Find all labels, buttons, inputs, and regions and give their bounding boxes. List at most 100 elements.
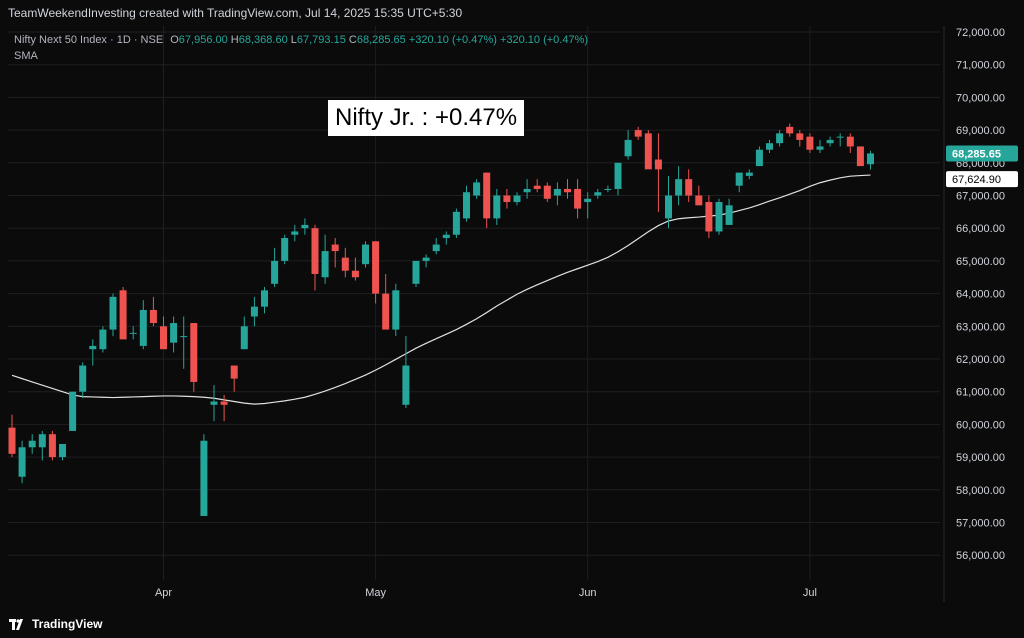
candle-body[interactable] <box>634 130 642 137</box>
candle-body[interactable] <box>230 365 238 379</box>
candle-body[interactable] <box>422 257 430 261</box>
candle-body[interactable] <box>836 136 844 138</box>
candle-body[interactable] <box>442 234 450 239</box>
y-tick-label: 64,000.00 <box>956 289 1005 301</box>
candle-body[interactable] <box>362 244 369 265</box>
candle-body[interactable] <box>8 427 16 454</box>
candle-body[interactable] <box>483 172 491 219</box>
candle-body[interactable] <box>190 323 198 382</box>
candle-body[interactable] <box>351 270 359 278</box>
candle-body[interactable] <box>745 172 753 176</box>
candle-body[interactable] <box>261 290 268 307</box>
candle-body[interactable] <box>513 195 521 203</box>
candle-body[interactable] <box>806 136 814 150</box>
candle-body[interactable] <box>210 401 218 405</box>
candle-body[interactable] <box>533 185 541 189</box>
candle-body[interactable] <box>614 162 622 189</box>
x-tick-label: Jul <box>803 587 817 599</box>
candle-body[interactable] <box>59 444 66 458</box>
candle-body[interactable] <box>654 159 662 170</box>
candle-body[interactable] <box>553 188 561 196</box>
candle-body[interactable] <box>604 188 612 190</box>
candle-body[interactable] <box>705 202 713 232</box>
candle-body[interactable] <box>119 290 127 340</box>
candle-body[interactable] <box>48 434 56 458</box>
candle-body[interactable] <box>826 139 834 144</box>
last-price-label: 68,285.65 <box>952 148 1001 160</box>
candle-body[interactable] <box>675 179 683 196</box>
candle-body[interactable] <box>79 365 87 392</box>
candle-body[interactable] <box>452 211 460 235</box>
candle-body[interactable] <box>695 195 703 206</box>
sma-price-badge <box>946 171 1018 188</box>
candle-body[interactable] <box>766 143 773 150</box>
candle-body[interactable] <box>786 126 794 134</box>
candle-body[interactable] <box>644 133 652 170</box>
candle-body[interactable] <box>250 306 258 317</box>
candle-body[interactable] <box>856 146 864 167</box>
candle-body[interactable] <box>463 192 470 219</box>
candle-body[interactable] <box>584 198 592 203</box>
candle-body[interactable] <box>685 179 693 196</box>
candle-body[interactable] <box>28 440 36 448</box>
sma-indicator-label[interactable]: SMA <box>14 50 38 62</box>
candle-body[interactable] <box>89 345 97 350</box>
candle-body[interactable] <box>796 133 804 140</box>
candle-body[interactable] <box>281 238 289 261</box>
candle-body[interactable] <box>816 146 824 150</box>
tradingview-logo[interactable]: TradingView <box>9 617 102 631</box>
candle-body[interactable] <box>139 309 147 346</box>
candle-body[interactable] <box>321 251 329 278</box>
candle-body[interactable] <box>240 326 248 350</box>
candle-body[interactable] <box>341 257 349 271</box>
candle-body[interactable] <box>543 185 551 199</box>
candle-body[interactable] <box>301 224 309 229</box>
candle-body[interactable] <box>594 192 602 196</box>
candlestick-chart[interactable]: 56,000.00 57,000.00 58,000.00 59,000.00 60,0… <box>0 26 1024 610</box>
candle-body[interactable] <box>291 231 299 235</box>
candle-body[interactable] <box>311 228 319 274</box>
candle-body[interactable] <box>715 202 723 232</box>
candle-body[interactable] <box>372 241 380 294</box>
candle-body[interactable] <box>69 391 77 431</box>
candle-body[interactable] <box>200 440 208 516</box>
candle-body[interactable] <box>402 365 410 405</box>
candle-body[interactable] <box>493 195 501 219</box>
candle-body[interactable] <box>412 260 420 284</box>
candle-body[interactable] <box>18 447 26 477</box>
chart-annotation[interactable]: Nifty Jr. : +0.47% <box>328 100 525 136</box>
candle-body[interactable] <box>776 133 784 144</box>
candle-body[interactable] <box>432 244 440 252</box>
y-tick-label: 67,000.00 <box>956 191 1005 203</box>
candle-body[interactable] <box>160 326 167 350</box>
candle-body[interactable] <box>129 332 137 334</box>
candle-body[interactable] <box>735 172 743 186</box>
candle-body[interactable] <box>38 434 46 448</box>
candle-body[interactable] <box>99 329 107 350</box>
y-tick-label: 66,000.00 <box>956 223 1005 235</box>
candle-body[interactable] <box>382 293 390 330</box>
chart-area[interactable]: 56,000.00 57,000.00 58,000.00 59,000.00 60,0… <box>0 26 1024 610</box>
candle-body[interactable] <box>755 149 763 167</box>
candle-body[interactable] <box>473 182 481 196</box>
candle-body[interactable] <box>523 188 531 193</box>
candle-body[interactable] <box>271 260 279 284</box>
candle-body[interactable] <box>180 336 188 338</box>
candle-body[interactable] <box>867 153 874 165</box>
candle-body[interactable] <box>574 188 582 209</box>
candle-body[interactable] <box>109 296 117 330</box>
candle-body[interactable] <box>564 188 571 193</box>
candle-body[interactable] <box>503 195 511 203</box>
candle-body[interactable] <box>220 401 228 405</box>
candle-body[interactable] <box>665 195 672 219</box>
candle-body[interactable] <box>331 244 339 252</box>
candle-body[interactable] <box>624 139 632 157</box>
sma-line <box>11 174 871 405</box>
candle-body[interactable] <box>846 136 854 147</box>
change-value: +320.10 (+0.47%) <box>408 34 497 46</box>
y-tick-label: 57,000.00 <box>956 518 1005 530</box>
candle-body[interactable] <box>170 323 178 343</box>
candle-body[interactable] <box>392 290 400 330</box>
candle-body[interactable] <box>725 205 733 225</box>
candle-body[interactable] <box>149 309 157 324</box>
